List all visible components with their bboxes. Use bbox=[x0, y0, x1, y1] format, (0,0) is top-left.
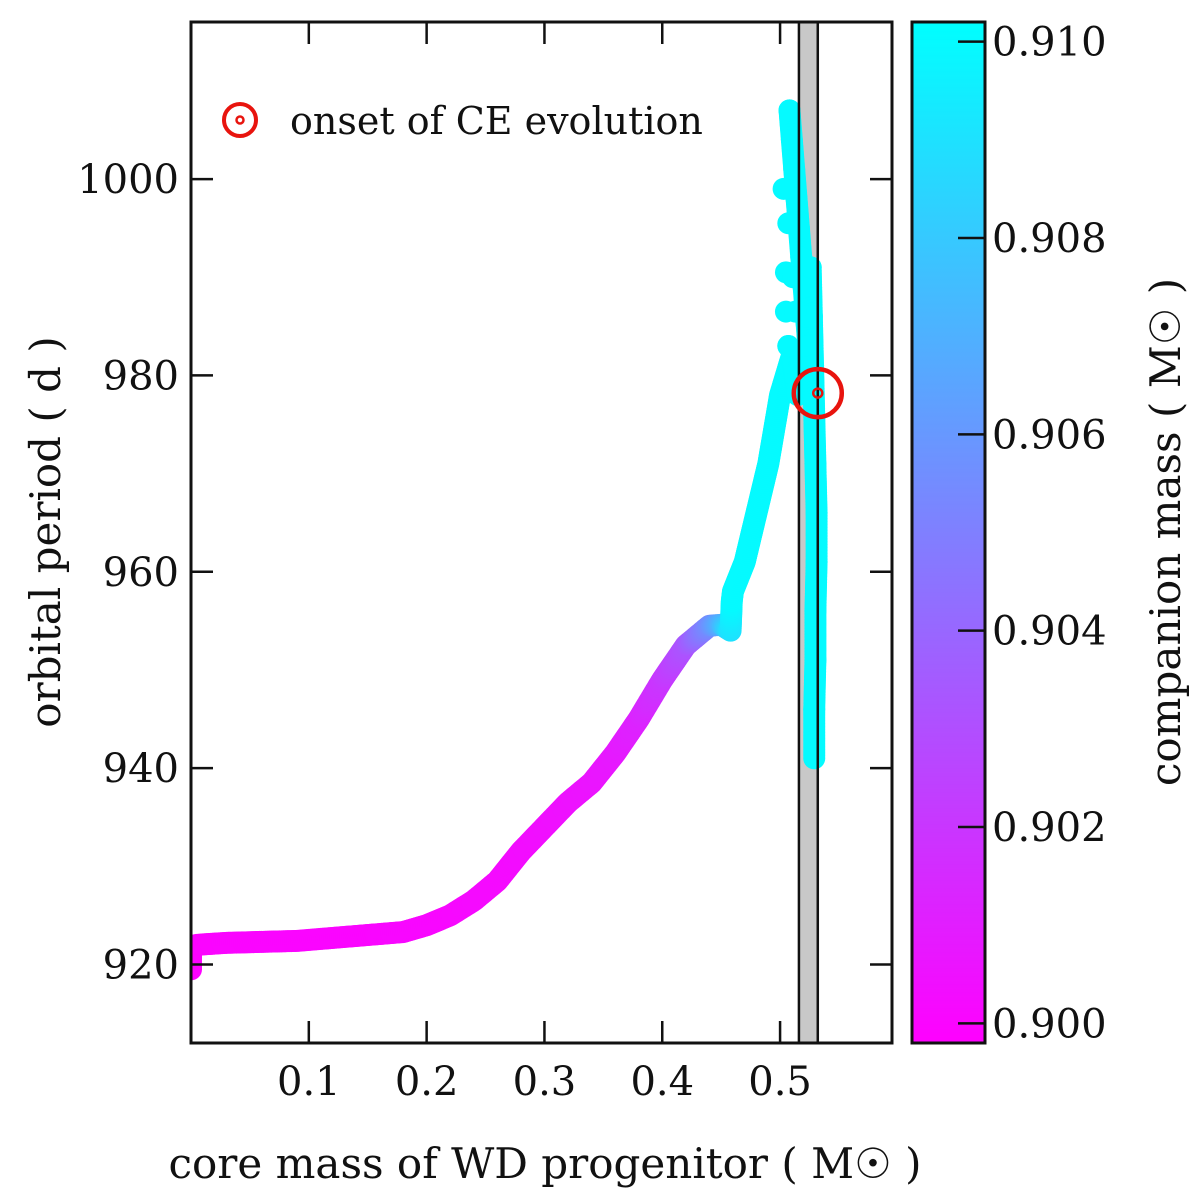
x-axis-title: core mass of WD progenitor ( M☉ ) bbox=[169, 1139, 922, 1188]
late-track-point bbox=[804, 600, 827, 623]
colorbar: 0.900 0.902 0.904 0.906 0.908 0.910 companion… bbox=[910, 20, 1190, 1047]
x-tick-label: 0.1 bbox=[277, 1059, 341, 1105]
y-tick-label: 920 bbox=[103, 942, 179, 988]
y-axis-title: orbital period ( d ) bbox=[21, 336, 70, 728]
late-track-point bbox=[777, 334, 800, 357]
ce-onset-legend: onset of CE evolution bbox=[222, 99, 703, 143]
colorbar-title: companion mass ( M☉ ) bbox=[1141, 278, 1190, 786]
y-tick-label: 980 bbox=[103, 353, 179, 399]
colorbar-tick-label: 0.906 bbox=[992, 412, 1107, 458]
late-track-point bbox=[783, 158, 806, 181]
colorbar-gradient bbox=[910, 20, 987, 1045]
late-track-point bbox=[778, 99, 801, 122]
colorbar-tick-label: 0.904 bbox=[992, 609, 1107, 655]
colorbar-tick-label: 0.908 bbox=[992, 216, 1107, 262]
legend-marker-inner bbox=[235, 115, 245, 125]
colorbar-tick-label: 0.900 bbox=[992, 1001, 1107, 1047]
colorbar-tick-label: 0.902 bbox=[992, 805, 1107, 851]
y-axis-ticks: 920 940 960 980 1000 bbox=[77, 157, 892, 988]
late-track-point bbox=[784, 300, 807, 323]
x-tick-label: 0.2 bbox=[395, 1059, 459, 1105]
y-tick-label: 940 bbox=[103, 746, 179, 792]
late-track-point bbox=[799, 256, 822, 279]
late-track-point bbox=[777, 212, 800, 235]
late-track-point bbox=[804, 452, 827, 475]
late-track-point bbox=[780, 128, 803, 151]
plot-area bbox=[191, 22, 828, 1043]
x-tick-label: 0.4 bbox=[630, 1059, 694, 1105]
data-points bbox=[191, 99, 828, 981]
ce-onset-outer-ring bbox=[791, 366, 845, 420]
x-tick-label: 0.3 bbox=[513, 1059, 577, 1105]
plot-frame bbox=[189, 20, 894, 1045]
late-track-point bbox=[803, 698, 826, 721]
late-track-point bbox=[804, 649, 827, 672]
y-tick-label: 960 bbox=[103, 550, 179, 596]
y-tick-label: 1000 bbox=[77, 157, 179, 203]
ce-band-edges bbox=[797, 22, 820, 1043]
late-track-point bbox=[797, 334, 820, 357]
late-track-point bbox=[803, 747, 826, 770]
colorbar-ticks: 0.900 0.902 0.904 0.906 0.908 0.910 bbox=[958, 20, 1107, 1047]
ce-onset-inner-dot bbox=[812, 387, 824, 399]
x-axis-ticks: 0.1 0.2 0.3 0.4 0.5 bbox=[277, 22, 812, 1105]
ce-onset-marker bbox=[791, 366, 845, 420]
legend-label: onset of CE evolution bbox=[290, 99, 703, 143]
x-tick-label: 0.5 bbox=[748, 1059, 812, 1105]
late-track-point bbox=[782, 266, 805, 289]
legend-marker-outer bbox=[222, 102, 258, 138]
colorbar-tick-label: 0.910 bbox=[992, 20, 1107, 66]
late-track-point bbox=[772, 177, 795, 200]
